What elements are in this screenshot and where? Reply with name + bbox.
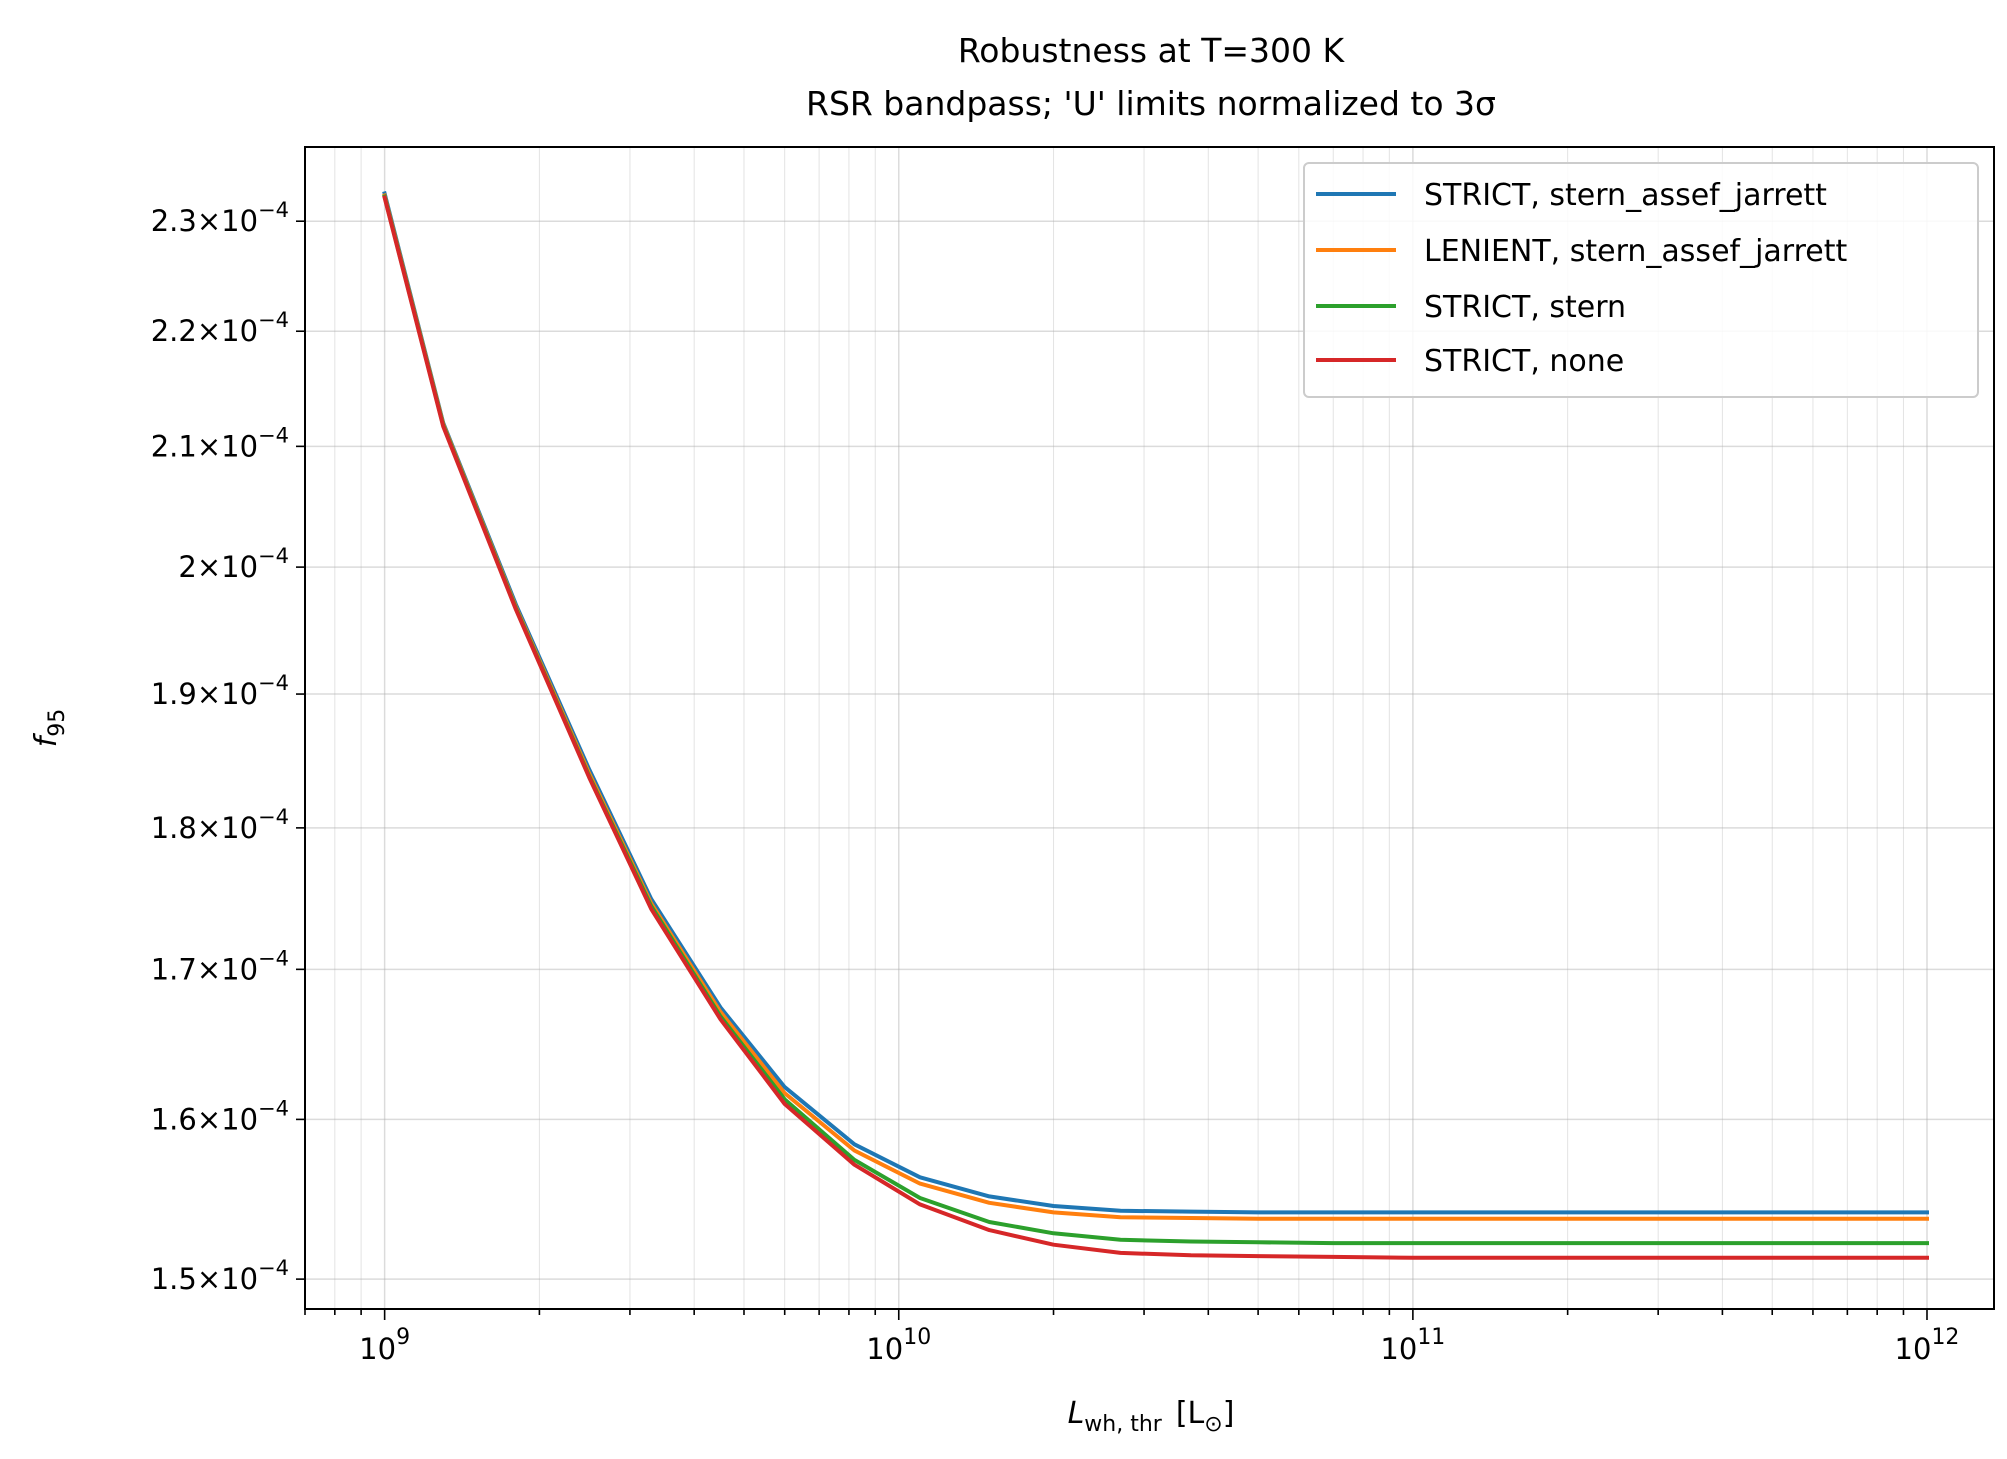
y-tick-mantissa: 2.2 (151, 314, 197, 348)
y-tick-mantissa: 1.5 (151, 1262, 197, 1296)
y-tick-exponent: −4 (258, 198, 289, 222)
legend-label-lenient-stern-assef-jarrett: LENIENT, stern_assef_jarrett (1424, 234, 1848, 269)
legend-box (1303, 162, 1979, 398)
y-tick-base: 10 (221, 677, 258, 711)
legend-label-strict-stern-assef-jarrett: STRICT, stern_assef_jarrett (1424, 178, 1827, 213)
y-tick-label: 1.6×10−4 (151, 1096, 289, 1136)
chart-title-line2: RSR bandpass; 'U' limits normalized to 3… (806, 84, 1496, 123)
chart-title-line1: Robustness at T=300 K (958, 31, 1346, 70)
y-tick-times: × (197, 314, 221, 348)
x-tick-label: 109 (359, 1325, 410, 1366)
y-tick-mantissa: 2 (178, 550, 196, 584)
plot-lines (382, 190, 1929, 1260)
y-tick-times: × (197, 811, 221, 845)
y-tick-times: × (197, 677, 221, 711)
y-tick-base: 10 (221, 550, 258, 584)
x-tick-base: 10 (359, 1332, 396, 1366)
y-tick-times: × (197, 1262, 221, 1296)
y-tick-base: 10 (221, 1262, 258, 1296)
x-axis-label: Lwh, thr [L⊙] (1068, 1396, 1235, 1437)
y-tick-labels: 1.5×10−41.6×10−41.7×10−41.8×10−41.9×10−4… (151, 198, 289, 1296)
y-tick-base: 10 (221, 811, 258, 845)
y-tick-base: 10 (221, 314, 258, 348)
legend-label-strict-none: STRICT, none (1424, 344, 1624, 379)
y-tick-times: × (197, 204, 221, 238)
y-tick-exponent: −4 (258, 1256, 289, 1280)
y-tick-base: 10 (221, 429, 258, 463)
y-tick-times: × (197, 952, 221, 986)
y-tick-base: 10 (221, 1102, 258, 1136)
y-tick-exponent: −4 (258, 423, 289, 447)
y-tick-mantissa: 2.3 (151, 204, 197, 238)
x-tick-label: 1011 (1380, 1325, 1445, 1366)
y-tick-mantissa: 2.1 (151, 429, 197, 463)
y-tick-label: 1.9×10−4 (151, 671, 289, 711)
legend-label-strict-stern: STRICT, stern (1424, 290, 1626, 325)
x-tick-base: 10 (1895, 1332, 1932, 1366)
x-tick-exponent: 11 (1417, 1325, 1445, 1350)
y-tick-mantissa: 1.6 (151, 1102, 197, 1136)
y-tick-label: 2.3×10−4 (151, 198, 289, 238)
x-tick-exponent: 12 (1931, 1325, 1959, 1350)
y-tick-times: × (197, 550, 221, 584)
grid (304, 147, 1994, 1309)
y-tick-label: 2.1×10−4 (151, 423, 289, 463)
x-tick-label: 1012 (1895, 1325, 1960, 1366)
y-tick-label: 2×10−4 (178, 544, 289, 584)
y-tick-label: 1.8×10−4 (151, 805, 289, 845)
y-tick-exponent: −4 (258, 544, 289, 568)
x-tick-base: 10 (866, 1332, 903, 1366)
y-tick-label: 2.2×10−4 (151, 308, 289, 348)
y-tick-base: 10 (221, 204, 258, 238)
y-tick-label: 1.7×10−4 (151, 946, 289, 986)
y-tick-exponent: −4 (258, 946, 289, 970)
y-tick-mantissa: 1.8 (151, 811, 197, 845)
axis-ticks (296, 220, 1928, 1320)
x-tick-base: 10 (1380, 1332, 1417, 1366)
x-tick-exponent: 9 (396, 1325, 410, 1350)
y-tick-exponent: −4 (258, 1096, 289, 1120)
y-tick-mantissa: 1.9 (151, 677, 197, 711)
series-line-strict-none (382, 195, 1929, 1260)
x-tick-labels: 109 1010 1011 1012 (359, 1325, 1959, 1366)
y-tick-base: 10 (221, 952, 258, 986)
y-tick-label: 1.5×10−4 (151, 1256, 289, 1296)
y-tick-times: × (197, 1102, 221, 1136)
y-tick-exponent: −4 (258, 671, 289, 695)
plot-frame (304, 146, 1995, 1310)
legend: STRICT, stern_assef_jarrett LENIENT, ste… (1303, 162, 1979, 398)
y-tick-mantissa: 1.7 (151, 952, 197, 986)
y-tick-exponent: −4 (258, 805, 289, 829)
y-tick-exponent: −4 (258, 308, 289, 332)
y-tick-times: × (197, 429, 221, 463)
x-tick-label: 1010 (866, 1325, 931, 1366)
x-tick-exponent: 10 (903, 1325, 931, 1350)
